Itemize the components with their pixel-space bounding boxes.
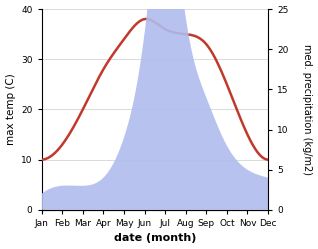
X-axis label: date (month): date (month) bbox=[114, 234, 196, 244]
Y-axis label: max temp (C): max temp (C) bbox=[5, 74, 16, 145]
Y-axis label: med. precipitation (kg/m2): med. precipitation (kg/m2) bbox=[302, 44, 313, 175]
